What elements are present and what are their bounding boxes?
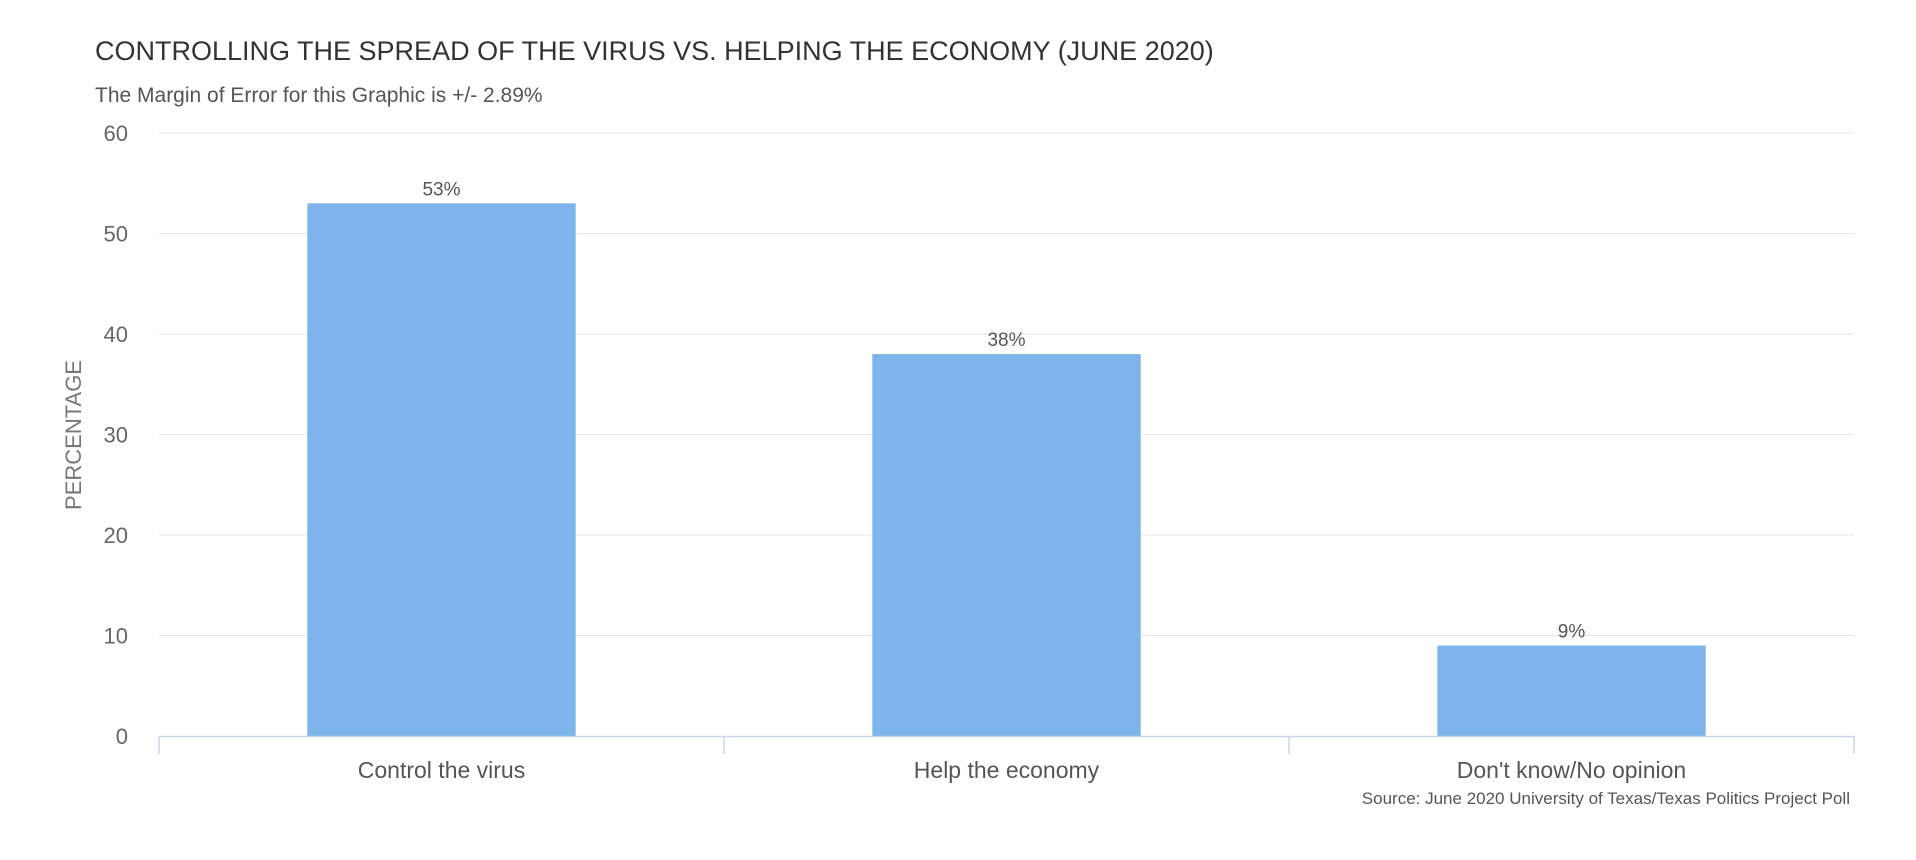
y-tick-label: 0 (116, 724, 128, 749)
bar (1437, 645, 1706, 736)
x-category-label: Don't know/No opinion (1457, 757, 1686, 783)
data-labels: 53% 38% 9% (422, 179, 1585, 642)
y-tick-label: 50 (104, 222, 128, 247)
chart-title: CONTROLLING THE SPREAD OF THE VIRUS VS. … (95, 36, 1214, 66)
y-tick-label: 40 (104, 322, 128, 347)
data-label: 38% (987, 330, 1025, 351)
bar (872, 354, 1141, 736)
y-axis-title: PERCENTAGE (61, 360, 86, 510)
x-axis: Control the virus Help the economy Don't k… (158, 735, 1855, 783)
y-axis-ticks: 0 10 20 30 40 50 60 (104, 121, 128, 749)
y-tick-label: 60 (104, 121, 128, 146)
data-label: 53% (422, 179, 460, 200)
y-tick-label: 10 (104, 624, 128, 649)
bars (307, 203, 1706, 737)
y-tick-label: 20 (104, 523, 128, 548)
x-category-label: Help the economy (914, 757, 1100, 783)
data-label: 9% (1558, 622, 1586, 643)
y-tick-label: 30 (104, 423, 128, 448)
x-category-label: Control the virus (358, 757, 525, 783)
chart-source: Source: June 2020 University of Texas/Te… (1361, 789, 1850, 808)
bar (307, 203, 576, 737)
chart-subtitle: The Margin of Error for this Graphic is … (95, 84, 543, 107)
